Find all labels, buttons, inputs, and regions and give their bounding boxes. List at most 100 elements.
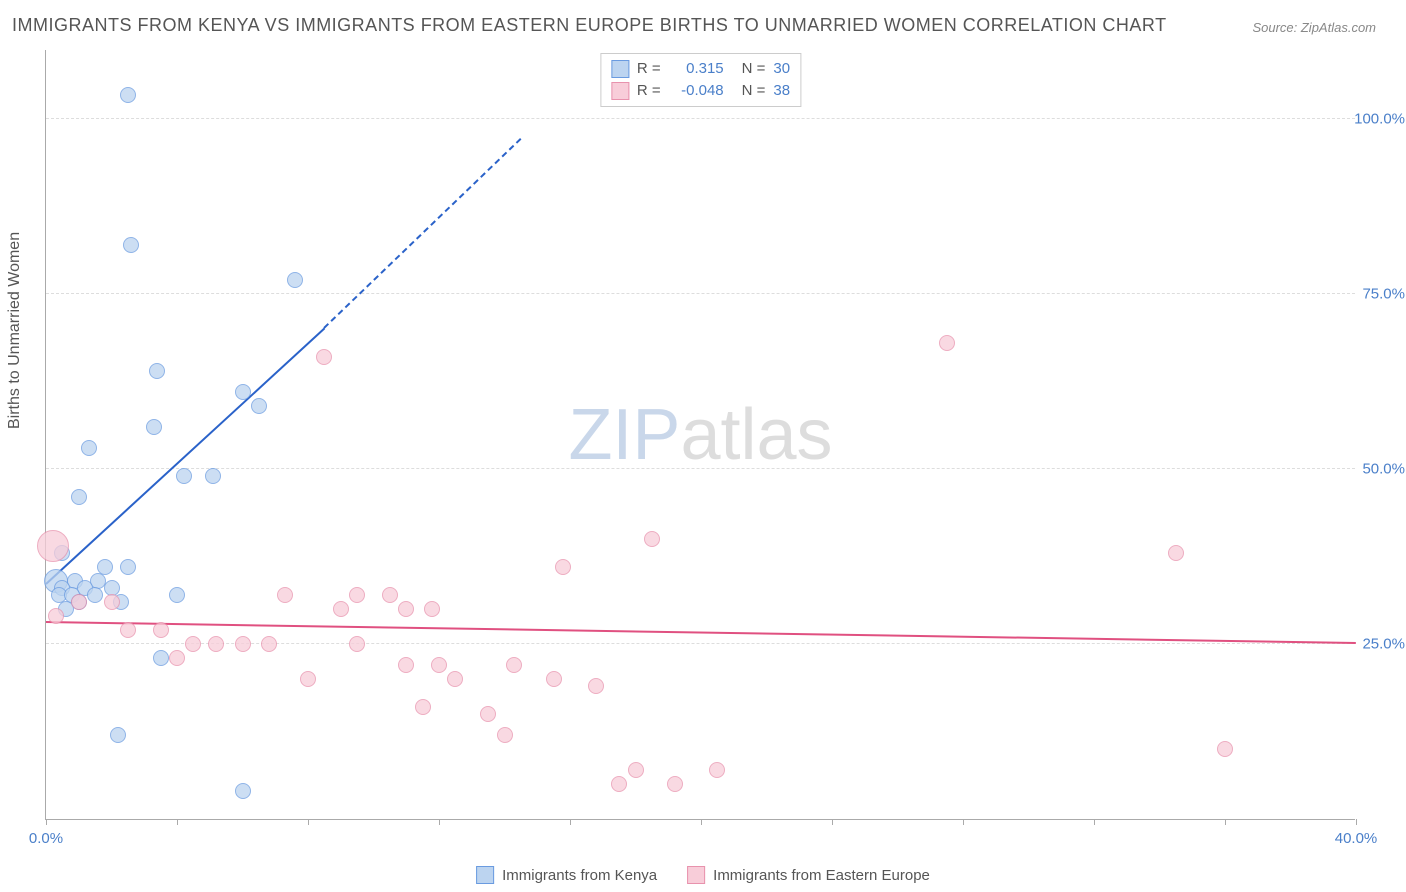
chart-container: IMMIGRANTS FROM KENYA VS IMMIGRANTS FROM… (0, 0, 1406, 892)
data-point-kenya (120, 87, 136, 103)
r-label: R = (637, 80, 661, 102)
data-point-eastern_europe (1217, 741, 1233, 757)
y-tick-label: 75.0% (1362, 286, 1405, 303)
grid-line: 75.0% (46, 293, 1355, 294)
source-attribution: Source: ZipAtlas.com (1252, 20, 1376, 35)
data-point-eastern_europe (382, 587, 398, 603)
data-point-kenya (176, 468, 192, 484)
data-point-eastern_europe (546, 671, 562, 687)
n-value: 38 (773, 80, 790, 102)
data-point-eastern_europe (1168, 545, 1184, 561)
data-point-eastern_europe (208, 636, 224, 652)
y-tick-label: 25.0% (1362, 636, 1405, 653)
data-point-eastern_europe (316, 349, 332, 365)
data-point-eastern_europe (431, 657, 447, 673)
x-tick-label: 0.0% (29, 830, 63, 847)
legend-swatch (611, 82, 629, 100)
data-point-eastern_europe (169, 650, 185, 666)
legend-swatch (611, 60, 629, 78)
legend-series-item: Immigrants from Eastern Europe (687, 866, 930, 884)
data-point-kenya (71, 489, 87, 505)
data-point-kenya (169, 587, 185, 603)
y-tick-label: 50.0% (1362, 461, 1405, 478)
data-point-kenya (146, 419, 162, 435)
data-point-kenya (251, 398, 267, 414)
x-tick (1225, 819, 1226, 825)
data-point-eastern_europe (667, 776, 683, 792)
x-tick (439, 819, 440, 825)
watermark: ZIPatlas (568, 394, 832, 476)
data-point-eastern_europe (628, 762, 644, 778)
data-point-eastern_europe (261, 636, 277, 652)
data-point-eastern_europe (349, 636, 365, 652)
legend-series: Immigrants from Kenya Immigrants from Eas… (476, 866, 930, 884)
n-label: N = (742, 80, 766, 102)
data-point-eastern_europe (71, 594, 87, 610)
data-point-eastern_europe (185, 636, 201, 652)
plot-area: ZIPatlas R =0.315N =30R =-0.048N =38 25.… (45, 50, 1355, 820)
x-tick (1094, 819, 1095, 825)
watermark-zip: ZIP (568, 395, 680, 475)
grid-line: 100.0% (46, 118, 1355, 119)
x-tick (1356, 819, 1357, 825)
x-tick (308, 819, 309, 825)
legend-series-label: Immigrants from Eastern Europe (713, 867, 930, 884)
data-point-eastern_europe (120, 622, 136, 638)
y-tick-label: 100.0% (1354, 111, 1405, 128)
data-point-eastern_europe (48, 608, 64, 624)
data-point-kenya (87, 587, 103, 603)
x-tick (701, 819, 702, 825)
data-point-eastern_europe (235, 636, 251, 652)
data-point-eastern_europe (555, 559, 571, 575)
data-point-eastern_europe (709, 762, 725, 778)
data-point-kenya (149, 363, 165, 379)
r-value: -0.048 (669, 80, 724, 102)
data-point-eastern_europe (588, 678, 604, 694)
data-point-eastern_europe (480, 706, 496, 722)
legend-swatch (476, 866, 494, 884)
data-point-eastern_europe (349, 587, 365, 603)
data-point-kenya (287, 272, 303, 288)
legend-swatch (687, 866, 705, 884)
data-point-kenya (120, 559, 136, 575)
y-axis-label: Births to Unmarried Women (6, 232, 24, 429)
data-point-eastern_europe (398, 657, 414, 673)
legend-series-item: Immigrants from Kenya (476, 866, 657, 884)
x-tick (832, 819, 833, 825)
x-tick-label: 40.0% (1335, 830, 1378, 847)
legend-stats: R = 0.315 N = 30 R = -0.048 N = 38 (600, 53, 801, 107)
r-label: R = (637, 58, 661, 80)
data-point-eastern_europe (300, 671, 316, 687)
data-point-eastern_europe (939, 335, 955, 351)
data-point-kenya (205, 468, 221, 484)
data-point-eastern_europe (424, 601, 440, 617)
data-point-eastern_europe (153, 622, 169, 638)
data-point-eastern_europe (611, 776, 627, 792)
data-point-eastern_europe (104, 594, 120, 610)
r-value: 0.315 (669, 58, 724, 80)
data-point-eastern_europe (277, 587, 293, 603)
n-value: 30 (773, 58, 790, 80)
data-point-eastern_europe (497, 727, 513, 743)
legend-stats-row: R = -0.048 N = 38 (611, 80, 790, 102)
chart-title: IMMIGRANTS FROM KENYA VS IMMIGRANTS FROM… (12, 15, 1167, 36)
x-tick (570, 819, 571, 825)
data-point-eastern_europe (447, 671, 463, 687)
trend-line-dash-kenya (324, 138, 522, 328)
data-point-kenya (235, 384, 251, 400)
n-label: N = (742, 58, 766, 80)
data-point-kenya (153, 650, 169, 666)
data-point-kenya (81, 440, 97, 456)
x-tick (963, 819, 964, 825)
data-point-eastern_europe (333, 601, 349, 617)
data-point-kenya (123, 237, 139, 253)
grid-line: 50.0% (46, 468, 1355, 469)
data-point-eastern_europe (398, 601, 414, 617)
x-tick (46, 819, 47, 825)
data-point-eastern_europe (37, 530, 69, 562)
legend-stats-row: R = 0.315 N = 30 (611, 58, 790, 80)
legend-series-label: Immigrants from Kenya (502, 867, 657, 884)
data-point-kenya (235, 783, 251, 799)
data-point-eastern_europe (415, 699, 431, 715)
data-point-kenya (110, 727, 126, 743)
